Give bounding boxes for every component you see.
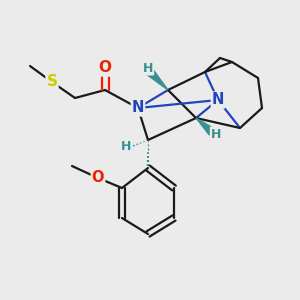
Polygon shape [147,69,168,90]
Text: H: H [143,61,153,74]
Text: H: H [121,140,131,152]
Text: O: O [98,61,112,76]
Text: N: N [212,92,224,107]
Polygon shape [196,118,214,135]
Text: S: S [46,74,58,89]
Text: H: H [211,128,221,140]
Text: N: N [132,100,144,116]
Text: O: O [92,170,104,185]
